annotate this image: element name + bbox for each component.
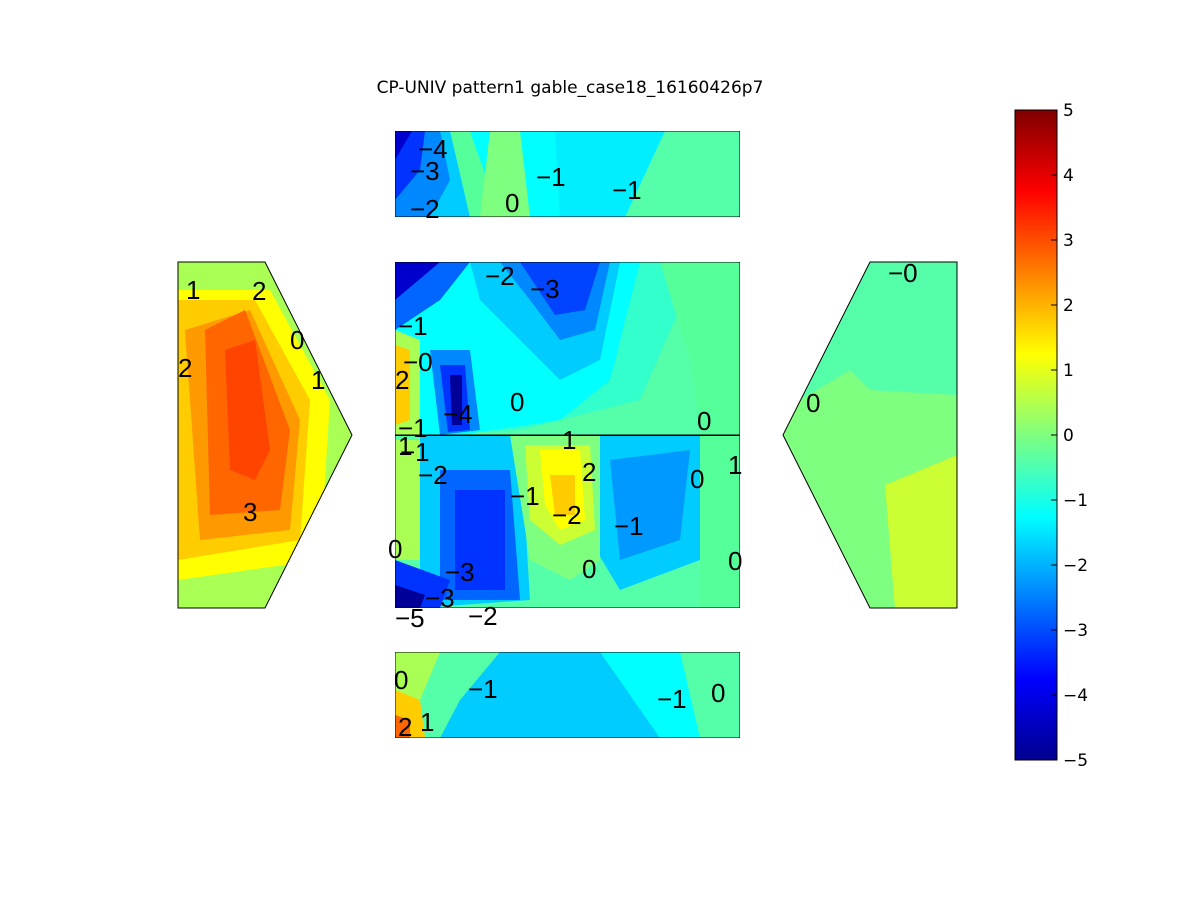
contour-label: 2 — [178, 353, 192, 383]
colorbar-tick-label: 5 — [1063, 101, 1074, 121]
contour-label: −1 — [657, 684, 687, 714]
panel-top-strip — [395, 131, 740, 217]
contour-label: −0 — [888, 258, 918, 288]
contour-label: 1 — [311, 365, 325, 395]
contour-label: −2 — [485, 261, 515, 291]
contour-label: 0 — [697, 406, 711, 436]
contour-label: −1 — [468, 674, 498, 704]
contour-label: −1 — [400, 437, 430, 467]
colorbar-tick-label: −4 — [1063, 686, 1088, 706]
contour-label: −1 — [612, 175, 642, 205]
contour-label: −3 — [445, 557, 475, 587]
contour-label: 0 — [582, 554, 596, 584]
contour-label: 0 — [290, 325, 304, 355]
contour-label: −1 — [398, 311, 428, 341]
contour-label: 0 — [806, 388, 820, 418]
contour-label: 1 — [398, 431, 412, 461]
colorbar-tick-label: −5 — [1063, 751, 1088, 771]
colorbar-tick-label: 2 — [1063, 296, 1074, 316]
contour-label: 2 — [395, 365, 409, 395]
contour-label: −0 — [403, 347, 433, 377]
panel-bottom-strip — [395, 652, 740, 738]
contour-label: −2 — [468, 601, 498, 631]
contour-label: −2 — [418, 460, 448, 490]
contour-label: 0 — [711, 678, 725, 708]
chart-title: CP-UNIV pattern1 gable_case18_16160426p7 — [376, 78, 764, 98]
contour-label: 0 — [505, 188, 519, 218]
contour-label: −1 — [536, 162, 566, 192]
contour-label: −4 — [418, 134, 448, 164]
contour-label: −2 — [410, 194, 440, 224]
contour-label: 0 — [728, 546, 742, 576]
colorbar-tick-label: 0 — [1063, 426, 1074, 446]
colorbar-tick-label: 3 — [1063, 231, 1074, 251]
colorbar-tick-label: −2 — [1063, 556, 1088, 576]
contour-label: −4 — [443, 399, 473, 429]
contour-label: −3 — [425, 583, 455, 613]
contour-label: 1 — [186, 275, 200, 305]
contour-label: −2 — [552, 500, 582, 530]
panel-left-gable — [178, 262, 352, 608]
panel-roof-upper — [395, 262, 740, 435]
contour-label: 1 — [420, 707, 434, 737]
contour-label: 2 — [582, 457, 596, 487]
contour-label: −3 — [410, 156, 440, 186]
contour-label: −1 — [510, 481, 540, 511]
colorbar-tick-label: −1 — [1063, 491, 1088, 511]
panel-right-gable — [783, 262, 957, 608]
contour-label: −5 — [395, 603, 425, 633]
contour-label: 0 — [690, 464, 704, 494]
contour-label: 0 — [388, 534, 402, 564]
colorbar: 5 4 3 2 1 0 −1 −2 −3 −4 −5 — [1014, 101, 1088, 771]
colorbar-tick-label: 4 — [1063, 166, 1074, 186]
colorbar-tick-label: −3 — [1063, 621, 1088, 641]
contour-label: 1 — [562, 425, 576, 455]
contour-label: −3 — [530, 274, 560, 304]
contour-label: 0 — [510, 387, 524, 417]
contour-labels: −4−3−2 0−1 −1−2 −3−1−02−4 00−11−1−21−12−2 −10… — [178, 134, 918, 742]
contour-label: 3 — [243, 497, 257, 527]
contour-label: 1 — [728, 450, 742, 480]
contour-label: 2 — [252, 276, 266, 306]
colorbar-tick-label: 1 — [1063, 361, 1074, 381]
contour-label: 0 — [394, 665, 408, 695]
contour-label: −1 — [614, 511, 644, 541]
panel-roof-lower — [395, 435, 740, 608]
contour-label: 2 — [398, 712, 412, 742]
contour-label: −1 — [398, 413, 428, 443]
